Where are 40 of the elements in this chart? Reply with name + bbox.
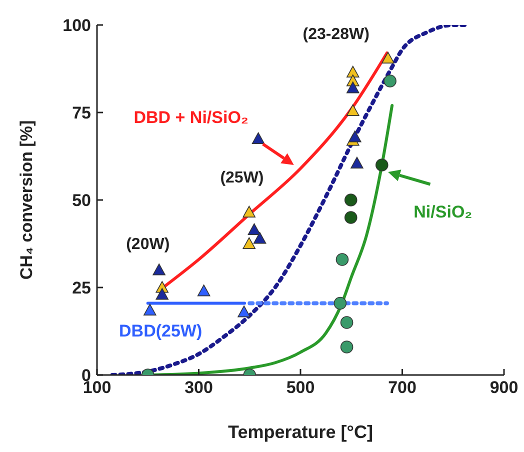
y-tick-label: 50 <box>72 191 91 210</box>
point <box>376 158 388 172</box>
point <box>384 74 396 88</box>
annotation: (23-28W) <box>302 26 370 43</box>
x-tick-label: 900 <box>490 378 518 398</box>
point <box>197 284 210 296</box>
point <box>382 52 394 64</box>
point <box>340 316 354 329</box>
point <box>144 304 156 316</box>
point <box>253 232 266 244</box>
annotation: (25W) <box>220 170 264 186</box>
point <box>248 223 261 235</box>
point <box>252 132 265 144</box>
point <box>346 104 360 116</box>
point <box>346 82 360 94</box>
y-tick-label: 75 <box>72 104 91 123</box>
point <box>350 156 364 168</box>
point <box>242 237 256 249</box>
x-tick-label: 700 <box>388 378 416 398</box>
point <box>340 340 354 354</box>
x-tick-label: 500 <box>286 378 315 398</box>
point <box>348 130 362 142</box>
point <box>242 206 256 218</box>
text: DBD + Ni/SiO₂ <box>134 108 249 127</box>
x-axis-title: Temperature [°C] <box>228 422 373 442</box>
series-label: DBD(25W) <box>119 322 202 340</box>
point <box>238 306 250 318</box>
x-tick-label: 300 <box>184 378 213 398</box>
y-axis-title: CH₄ conversion [%] <box>17 120 36 280</box>
point <box>156 288 169 300</box>
legend-label: Ni/SiO₂ <box>414 202 472 222</box>
y-tick-label: 25 <box>72 278 91 298</box>
point <box>334 296 347 310</box>
point <box>336 253 349 266</box>
point <box>344 194 358 206</box>
point <box>344 211 358 224</box>
point <box>152 264 166 276</box>
y-tick-label: 100 <box>62 16 91 36</box>
point <box>346 66 360 78</box>
annotation: (20W) <box>126 236 170 253</box>
